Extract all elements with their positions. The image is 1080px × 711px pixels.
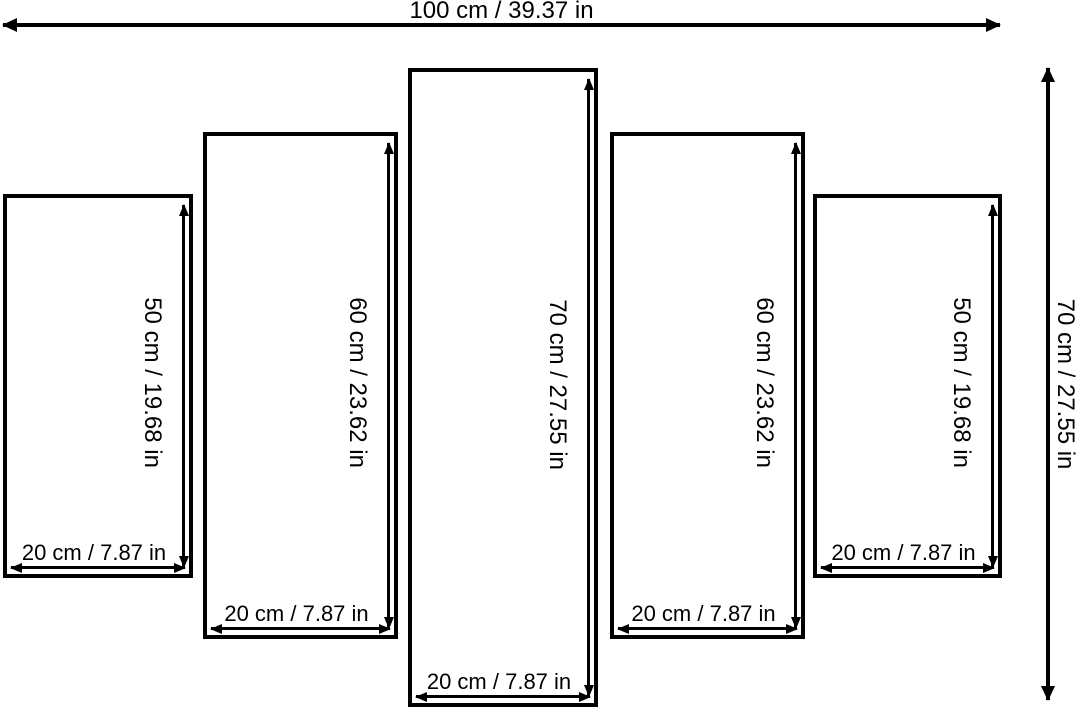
- panel-2-height-arrow-icon: [387, 143, 390, 628]
- panel-3-width-arrow-icon: [416, 695, 590, 698]
- panel-3-width-label: 20 cm / 7.87 in: [426, 669, 572, 694]
- panel-4-width-arrow-icon: [618, 627, 797, 630]
- panel-5: 50 cm / 19.68 in 20 cm / 7.87 in: [813, 194, 1002, 578]
- panel-5-width-arrow-icon: [821, 566, 994, 569]
- panel-5-height-arrow-icon: [991, 205, 994, 567]
- panel-3: 70 cm / 27.55 in 20 cm / 7.87 in: [408, 68, 598, 707]
- overall-width-arrow-icon: [3, 23, 1000, 27]
- panel-4-width-label: 20 cm / 7.87 in: [631, 601, 776, 626]
- panel-3-height-label: 70 cm / 27.55 in: [544, 298, 571, 470]
- panel-4-height-label: 60 cm / 23.62 in: [751, 296, 778, 468]
- panel-1-height-arrow-icon: [182, 205, 185, 567]
- panel-5-height-label: 50 cm / 19.68 in: [948, 297, 975, 468]
- panel-1-width-label: 20 cm / 7.87 in: [21, 540, 167, 565]
- panel-3-height-arrow-icon: [587, 79, 590, 696]
- panel-1-height-label: 50 cm / 19.68 in: [139, 297, 166, 468]
- panel-2: 60 cm / 23.62 in 20 cm / 7.87 in: [203, 132, 398, 639]
- panel-5-width-label: 20 cm / 7.87 in: [831, 540, 976, 565]
- panel-1-width-arrow-icon: [11, 566, 185, 569]
- panel-4: 60 cm / 23.62 in 20 cm / 7.87 in: [610, 132, 805, 639]
- panel-2-width-arrow-icon: [211, 627, 390, 630]
- panel-1: 50 cm / 19.68 in 20 cm / 7.87 in: [3, 194, 193, 578]
- overall-height-arrow-icon: [1046, 68, 1050, 700]
- panel-2-width-label: 20 cm / 7.87 in: [224, 601, 369, 626]
- overall-width-dimension: 100 cm / 39.37 in: [3, 0, 1000, 30]
- panel-4-height-arrow-icon: [794, 143, 797, 628]
- overall-width-label: 100 cm / 39.37 in: [409, 0, 594, 24]
- panel-2-height-label: 60 cm / 23.62 in: [344, 296, 371, 468]
- overall-height-label: 70 cm / 27.55 in: [1052, 298, 1079, 470]
